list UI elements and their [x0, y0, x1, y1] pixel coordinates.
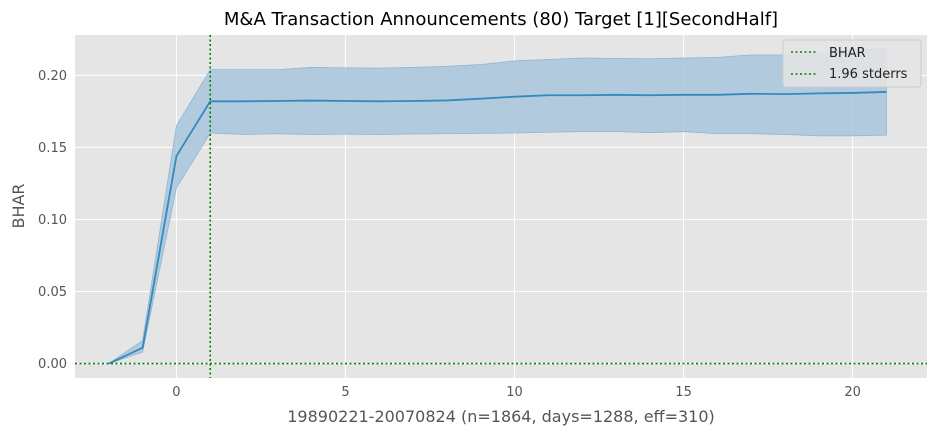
y-tick-label: 0.00 — [38, 357, 67, 372]
y-tick-label: 0.20 — [38, 69, 67, 84]
chart-title: M&A Transaction Announcements (80) Targe… — [224, 9, 778, 30]
x-tick-label: 0 — [172, 385, 180, 400]
y-tick-labels: 0.00 0.05 0.10 0.15 0.20 — [38, 69, 67, 372]
y-tick-label: 0.10 — [38, 213, 67, 228]
x-tick-labels: 0 5 10 15 20 — [172, 385, 861, 400]
y-tick-label: 0.05 — [38, 285, 67, 300]
series-line-bhar — [108, 91, 887, 365]
y-tick-label: 0.15 — [38, 141, 67, 156]
legend: BHAR 1.96 stderrs — [782, 39, 922, 88]
legend-box — [782, 39, 922, 88]
x-tick-label: 10 — [506, 385, 523, 400]
x-tick-label: 15 — [675, 385, 692, 400]
confidence-band-layer — [108, 48, 887, 364]
confidence-band — [108, 48, 887, 364]
x-tick-label: 20 — [844, 385, 861, 400]
legend-label-stderr: 1.96 stderrs — [829, 67, 908, 82]
x-axis-label: 19890221-20070824 (n=1864, days=1288, ef… — [287, 407, 715, 426]
y-axis-label: BHAR — [9, 183, 28, 228]
x-tick-label: 5 — [341, 385, 349, 400]
legend-label-bhar: BHAR — [829, 46, 866, 61]
reference-line-layer — [75, 35, 927, 378]
series-line-layer — [108, 91, 887, 365]
